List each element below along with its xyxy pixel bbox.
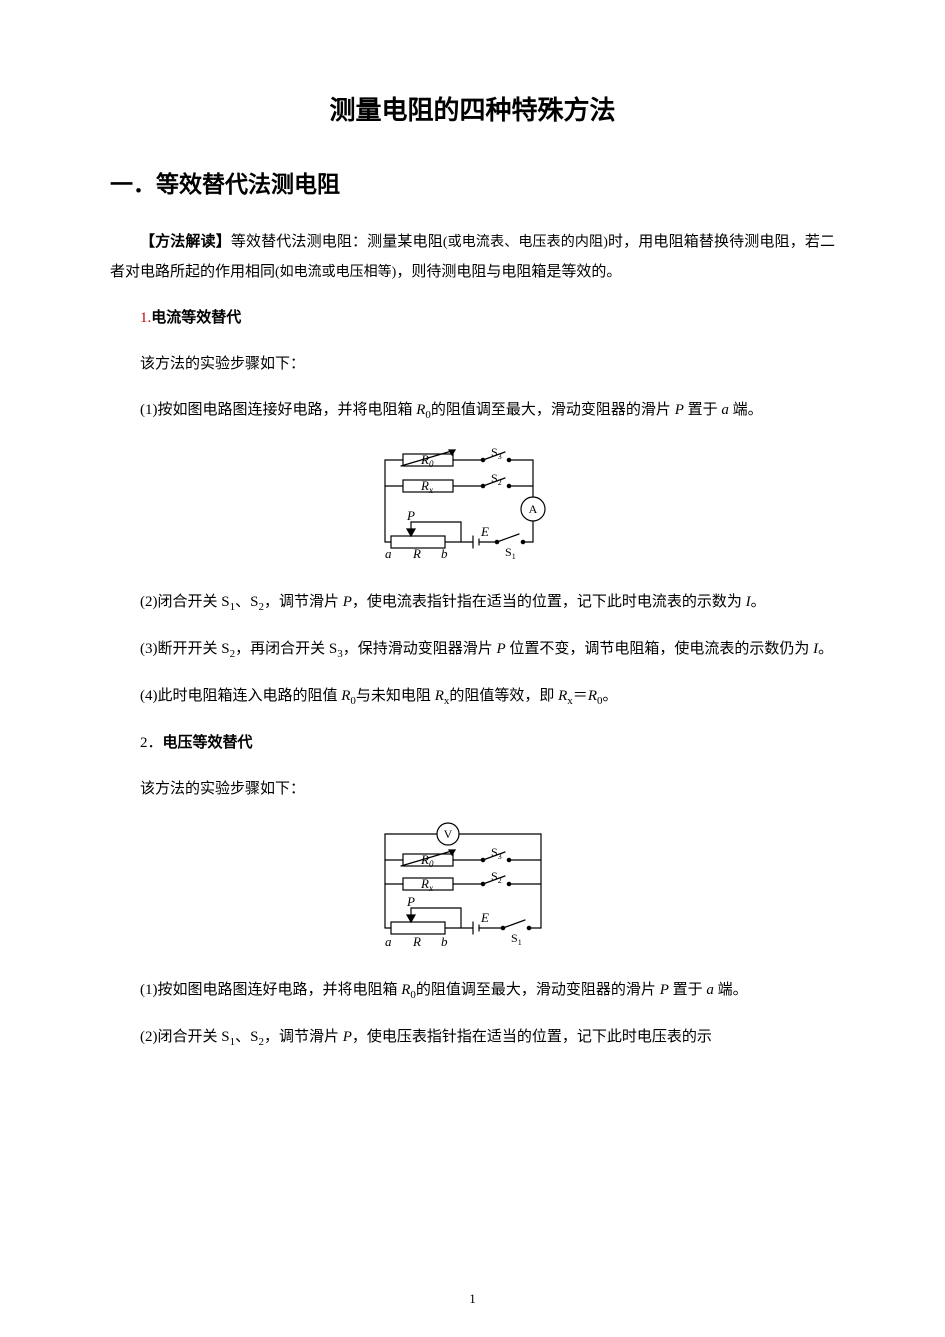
d1-b: b	[441, 546, 448, 561]
d1-a: a	[385, 546, 392, 561]
method2-steps-intro: 该方法的实验步骤如下：	[110, 774, 835, 804]
d1-S1: S1	[505, 545, 516, 561]
d2-S2: S2	[491, 869, 502, 885]
page-number: 1	[0, 1291, 945, 1307]
m1s2-e: 。	[751, 594, 766, 610]
m1s3-e: 。	[818, 641, 833, 657]
var-P2: P	[343, 594, 352, 610]
method1-step3: (3)断开开关 S2，再闭合开关 S3，保持滑动变阻器滑片 P 位置不变，调节电…	[110, 634, 835, 665]
m1s4-a: (4)此时电阻箱连入电路的阻值	[140, 688, 341, 704]
d1-E: E	[480, 524, 489, 539]
m1s2-d: ，使电流表指针指在适当的位置，记下此时电流表的示数为	[352, 594, 746, 610]
d2-S3: S3	[491, 845, 502, 861]
d1-S3: S3	[491, 445, 502, 461]
m1s3-d: 位置不变，调节电阻箱，使电流表的示数仍为	[506, 641, 814, 657]
d2-a: a	[385, 934, 392, 949]
doc-title: 测量电阻的四种特殊方法	[110, 90, 835, 127]
m1s2-b: 、S	[235, 594, 258, 610]
var-P5: P	[343, 1029, 352, 1045]
m1s1-b: 的阻值调至最大，滑动变阻器的滑片	[431, 402, 675, 418]
d2-R: R	[412, 934, 421, 949]
m1s4-c: 的阻值等效，即	[449, 688, 558, 704]
m2s1-c: 置于	[669, 982, 703, 998]
m1s4-d: ＝	[573, 688, 588, 704]
var-R0: R0	[416, 402, 431, 418]
page: 测量电阻的四种特殊方法 一．等效替代法测电阻 【方法解读】等效替代法测电阻：测量…	[0, 0, 945, 1337]
m2s1-b: 的阻值调至最大，滑动变阻器的滑片	[416, 982, 660, 998]
d1-R: R	[412, 546, 421, 561]
var-Rx2: Rx	[558, 688, 573, 704]
var-P4: P	[660, 982, 669, 998]
method1-step1: (1)按如图电路图连接好电路，并将电阻箱 R0的阻值调至最大，滑动变阻器的滑片 …	[110, 395, 835, 426]
method1-step2: (2)闭合开关 S1、S2，调节滑片 P，使电流表指针指在适当的位置，记下此时电…	[110, 587, 835, 618]
d1-A: A	[528, 502, 537, 516]
intro-note2: (如电流或电压相等)	[275, 265, 396, 280]
var-R0c: R0	[588, 688, 603, 704]
method2-num: 2．	[140, 735, 163, 751]
circuit-diagram-2: V R0 Rx S3 S2 S1 E P a R b	[363, 820, 583, 950]
var-Rx: Rx	[435, 688, 450, 704]
m2s1-d: 端。	[714, 982, 748, 998]
d2-V: V	[443, 827, 452, 841]
d2-E: E	[480, 910, 489, 925]
m1s4-e: 。	[602, 688, 617, 704]
d2-S1: S1	[511, 931, 522, 947]
m1s2-a: (2)闭合开关 S	[140, 594, 230, 610]
diagram1-wrap: R0 Rx A S3 S2 S1 E P a R b	[110, 442, 835, 567]
var-a2: a	[706, 982, 714, 998]
method1-steps-intro: 该方法的实验步骤如下：	[110, 349, 835, 379]
d2-b: b	[441, 934, 448, 949]
m2s2-c: ，调节滑片	[264, 1029, 343, 1045]
m2s2-a: (2)闭合开关 S	[140, 1029, 230, 1045]
m1s1-d: 端。	[729, 402, 763, 418]
d1-P: P	[406, 508, 415, 523]
method2-step1: (1)按如图电路图连好电路，并将电阻箱 R0的阻值调至最大，滑动变阻器的滑片 P…	[110, 975, 835, 1006]
m1s2-c: ，调节滑片	[264, 594, 343, 610]
d2-P: P	[406, 894, 415, 909]
var-P3: P	[496, 641, 505, 657]
m2s2-d: ，使电压表指针指在适当的位置，记下此时电压表的示	[352, 1029, 712, 1045]
intro-text-c: ，则待测电阻与电阻箱是等效的。	[396, 264, 621, 280]
m1s3-b: ，再闭合开关 S	[235, 641, 337, 657]
intro-label: 【方法解读】	[140, 234, 231, 250]
method1-step4: (4)此时电阻箱连入电路的阻值 R0与未知电阻 Rx的阻值等效，即 Rx＝R0。	[110, 681, 835, 712]
method2-title: 电压等效替代	[163, 735, 253, 751]
var-R0d: R0	[401, 982, 416, 998]
d1-S2: S2	[491, 471, 502, 487]
var-R0b: R0	[341, 688, 356, 704]
m1s3-a: (3)断开开关 S	[140, 641, 230, 657]
m1s1-c: 置于	[684, 402, 722, 418]
m1s1-a: (1)按如图电路图连接好电路，并将电阻箱	[140, 402, 416, 418]
intro-note1: (或电流表、电压表的内阻)	[443, 235, 608, 250]
m2s1-a: (1)按如图电路图连好电路，并将电阻箱	[140, 982, 401, 998]
section-heading: 一．等效替代法测电阻	[110, 165, 835, 199]
m2s2-b: 、S	[235, 1029, 258, 1045]
circuit-diagram-1: R0 Rx A S3 S2 S1 E P a R b	[363, 442, 583, 562]
method2-heading: 2．电压等效替代	[110, 728, 835, 758]
method2-step2: (2)闭合开关 S1、S2，调节滑片 P，使电压表指针指在适当的位置，记下此时电…	[110, 1022, 835, 1053]
m1s3-c: ，保持滑动变阻器滑片	[343, 641, 497, 657]
m1s4-b: 与未知电阻	[356, 688, 435, 704]
method1-heading: 1.电流等效替代	[110, 303, 835, 333]
var-a: a	[721, 402, 729, 418]
method1-num: 1.	[140, 310, 151, 326]
method1-title: 电流等效替代	[151, 310, 241, 326]
intro-paragraph: 【方法解读】等效替代法测电阻：测量某电阻(或电流表、电压表的内阻)时，用电阻箱替…	[110, 227, 835, 287]
diagram2-wrap: V R0 Rx S3 S2 S1 E P a R b	[110, 820, 835, 955]
intro-text-a: 等效替代法测电阻：测量某电阻	[231, 234, 443, 250]
var-P: P	[675, 402, 684, 418]
